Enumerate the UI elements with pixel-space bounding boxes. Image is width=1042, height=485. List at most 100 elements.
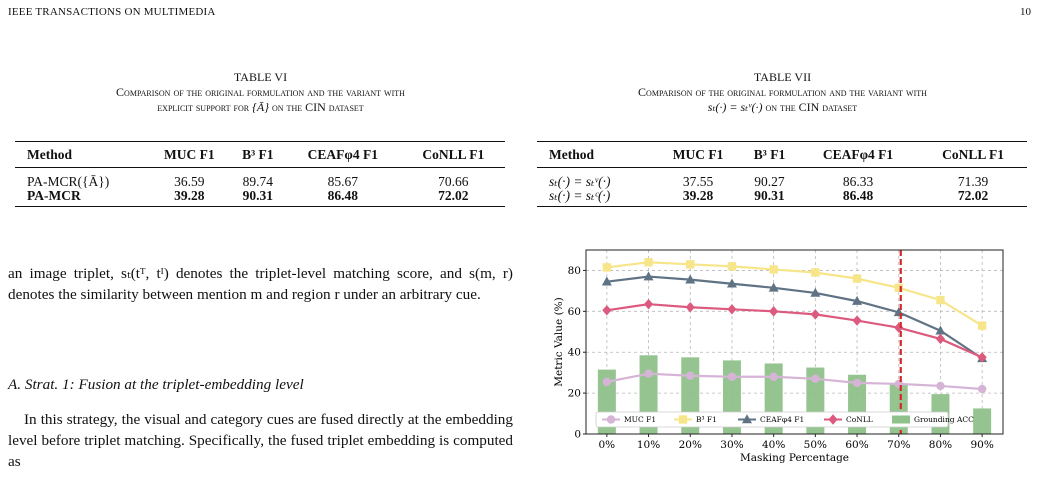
series-line [606, 303, 983, 359]
table-cell: PA-MCR({Ā}) [27, 174, 110, 189]
marker-circle [936, 381, 945, 391]
table-cell: 39.28 [174, 188, 205, 203]
table-cell: 86.33 [842, 174, 874, 189]
marker-circle [686, 371, 695, 380]
table-cell: 39.28 [682, 188, 714, 203]
x-tick-label: 20% [679, 439, 702, 451]
table6-caption: TABLE VI Comparison of the original form… [8, 70, 513, 115]
x-tick-label: 0% [599, 439, 616, 451]
table7-header: B³ F1 [742, 141, 797, 168]
x-tick-label: 60% [845, 439, 868, 451]
journal-header: IEEE TRANSACTIONS ON MULTIMEDIA [8, 6, 216, 18]
legend-swatch [892, 415, 910, 424]
y-tick-label: 60 [568, 306, 581, 318]
table7-header: CoNLL F1 [919, 141, 1027, 168]
marker-circle [852, 378, 862, 388]
table6-header: CoNLL F1 [401, 141, 505, 168]
marker-circle [727, 372, 737, 381]
table-cell: 85.67 [327, 174, 358, 189]
marker-square [602, 263, 612, 272]
y-axis-label: Metric Value (%) [553, 297, 565, 387]
marker-triangle [810, 287, 821, 297]
marker-diamond [727, 304, 737, 315]
table-cell: sₜ(·) = sₜᵛ(·) [549, 174, 611, 189]
marker-triangle [643, 271, 654, 281]
marker-triangle [935, 325, 946, 335]
marker-square [936, 295, 945, 305]
table6-header: MUC F1 [147, 141, 232, 168]
table7-label: TABLE VII [753, 70, 812, 84]
table-cell: 72.02 [438, 188, 469, 203]
page-number: 10 [1020, 6, 1031, 18]
table-row: sₜ(·) = sₜᵛ(·) 37.55 90.27 86.33 71.39 [537, 168, 1027, 190]
marker-triangle [726, 278, 737, 288]
x-tick-label: 50% [804, 439, 827, 451]
x-tick-label: 80% [929, 439, 952, 451]
marker-circle [769, 372, 778, 381]
marker-circle [644, 369, 653, 378]
legend-label: CoNLL [846, 415, 873, 424]
paragraph-text: an image triplet, sₜ(tᵀ, tᴵ) denotes the… [8, 265, 513, 303]
table6-caption-line1: Comparison of the original formulation a… [116, 85, 405, 99]
table6-header: Method [15, 141, 147, 168]
table-cell: 36.59 [174, 174, 205, 189]
marker-diamond [935, 333, 946, 345]
x-axis-label: Masking Percentage [740, 452, 849, 464]
table-cell: PA-MCR [27, 188, 81, 203]
marker-square [811, 268, 820, 277]
table7-caption-math: sₜ(·) = sₜᵛ(·) [707, 100, 763, 114]
table6-caption-math: {Ā} [252, 100, 269, 114]
marker-diamond [852, 315, 862, 326]
table7-header: Method [537, 141, 654, 168]
series-line [606, 372, 983, 391]
marker-square [977, 321, 987, 330]
table-row: PA-MCR({Ā}) 36.59 89.74 85.67 70.66 [15, 168, 505, 190]
masking-chart: 0 20 40 60 80 0% 10% 20% 30% 40% 50% 60% 70% 80% 90% Ma… [553, 249, 1004, 464]
marker-square [678, 415, 688, 424]
marker-triangle [685, 274, 696, 284]
table-cell: 71.39 [957, 174, 989, 189]
marker-diamond [977, 352, 987, 363]
table6-label: TABLE VI [233, 70, 288, 84]
table7-caption-line2b: on the CIN dataset [762, 100, 858, 114]
table-cell: 86.48 [842, 188, 874, 203]
marker-square [894, 283, 903, 293]
y-tick-label: 20 [568, 388, 581, 400]
marker-square [644, 258, 653, 267]
x-tick-label: 40% [762, 439, 785, 451]
body-paragraph-1: an image triplet, sₜ(tᵀ, tᴵ) denotes the… [8, 263, 513, 305]
table6-caption-line2b: on the CIN dataset [269, 100, 364, 114]
marker-circle [606, 415, 616, 424]
plot-frame [585, 249, 1004, 435]
table-row: sₜ(·) = sₜᶜ(·) 39.28 90.31 86.48 72.02 [537, 189, 1027, 207]
table6-header: B³ F1 [231, 141, 285, 168]
x-tick-label: 10% [637, 439, 660, 451]
table-cell: 90.31 [754, 188, 785, 203]
x-tick-label: 70% [887, 439, 910, 451]
marker-diamond [643, 298, 654, 310]
table-row: PA-MCR 39.28 90.31 86.48 72.02 [15, 189, 505, 207]
table6-caption-line2a: explicit support for [157, 100, 253, 114]
subsection-heading: A. Strat. 1: Fusion at the triplet-embed… [8, 376, 304, 393]
bar-grounding-acc [973, 408, 992, 434]
marker-triangle [601, 276, 612, 286]
marker-circle [602, 377, 612, 387]
y-tick-label: 40 [568, 347, 581, 359]
series-line [606, 275, 983, 360]
marker-square [852, 274, 862, 283]
series-line [606, 261, 983, 327]
paragraph-text: In this strategy, the visual and categor… [8, 411, 513, 470]
table6-header: CEAFφ4 F1 [284, 141, 402, 168]
table7-header: CEAFφ4 F1 [796, 141, 920, 168]
marker-diamond [810, 309, 820, 320]
table-cell: 70.66 [438, 174, 469, 189]
table-cell: 86.48 [327, 188, 358, 203]
marker-square [769, 265, 778, 274]
legend-label: B³ F1 [696, 415, 717, 424]
table-cell: 37.55 [682, 174, 714, 189]
table-cell: 89.74 [242, 174, 274, 189]
x-tick-label: 90% [970, 439, 993, 451]
body-paragraph-2: In this strategy, the visual and categor… [8, 409, 513, 472]
marker-square [686, 260, 695, 269]
marker-diamond [685, 302, 695, 313]
